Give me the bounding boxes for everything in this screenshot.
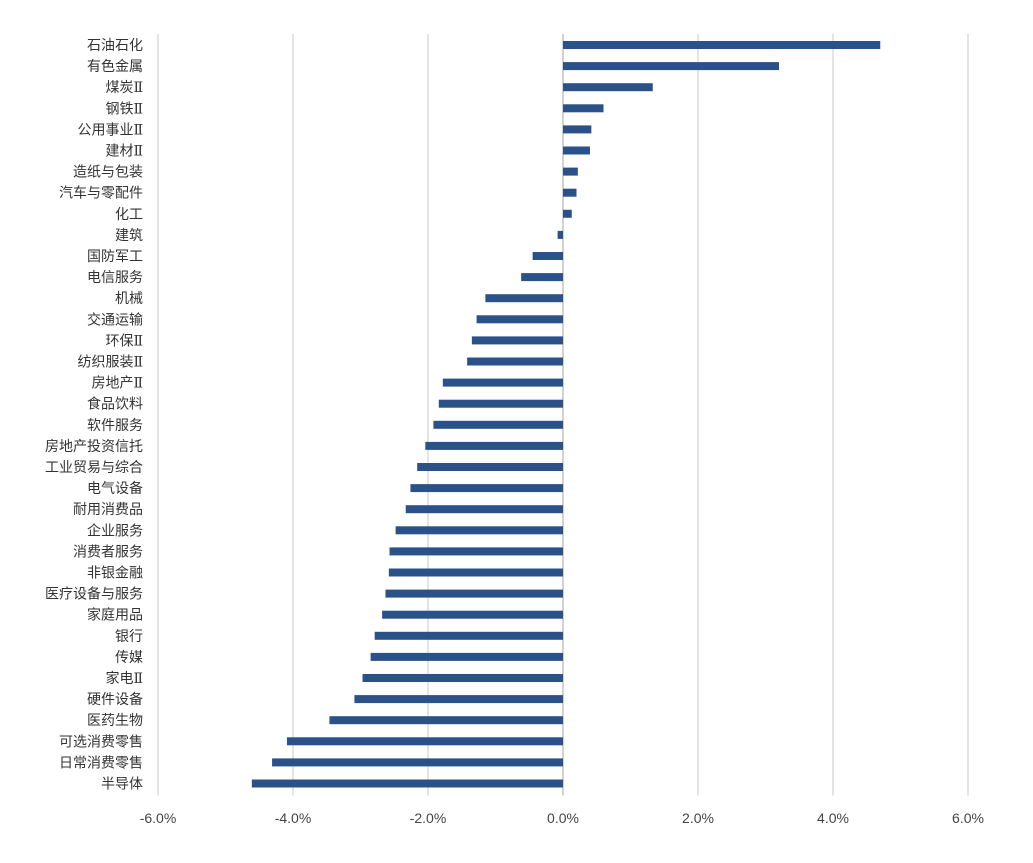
bar <box>272 758 563 767</box>
category-label: 非银金融 <box>87 566 143 582</box>
category-label: 汽车与零配件 <box>59 185 143 202</box>
bar <box>563 83 653 92</box>
bar <box>563 41 881 49</box>
bar <box>362 674 563 682</box>
gridlines <box>157 34 969 796</box>
category-label: 日常消费零售 <box>59 755 143 771</box>
bar <box>374 631 563 640</box>
category-label: 半导体 <box>101 777 143 793</box>
bar <box>417 463 563 471</box>
category-label: 耐用消费品 <box>73 502 143 518</box>
x-tick-label: 6.0% <box>952 810 984 826</box>
category-label: 硬件设备 <box>87 691 143 708</box>
category-label: 传媒 <box>115 650 143 666</box>
category-label: 机械 <box>115 291 143 307</box>
bar <box>557 230 563 239</box>
bar <box>521 273 563 282</box>
bar <box>388 568 563 577</box>
bar <box>389 547 563 556</box>
bar <box>563 209 572 218</box>
bar <box>563 104 604 113</box>
category-label: 石油石化 <box>87 38 143 54</box>
bar <box>442 378 563 387</box>
category-label: 软件服务 <box>87 418 143 434</box>
x-tick-labels: -6.0% -4.0% -2.0% 0.0% 2.0% 4.0% 6.0% <box>140 810 984 826</box>
category-label: 纺织服装Ⅱ <box>77 355 143 371</box>
bar <box>385 589 563 598</box>
category-label: 医药生物 <box>87 713 143 729</box>
category-label: 房地产投资信托 <box>45 439 143 455</box>
category-label: 电气设备 <box>87 480 143 497</box>
bar <box>354 695 563 704</box>
category-label: 造纸与包装 <box>73 165 143 181</box>
bar <box>329 716 563 725</box>
category-label: 家庭用品 <box>87 607 143 624</box>
bar <box>476 315 563 324</box>
bar <box>438 399 563 408</box>
x-tick-label: -4.0% <box>275 810 312 826</box>
x-tick-label: -6.0% <box>140 810 177 826</box>
bar <box>410 484 563 493</box>
bar <box>471 336 563 345</box>
category-label: 公用事业Ⅱ <box>77 122 143 138</box>
category-label: 环保Ⅱ <box>105 333 143 349</box>
category-label: 医疗设备与服务 <box>45 586 143 603</box>
category-label: 食品饮料 <box>87 396 143 413</box>
category-label: 房地产Ⅱ <box>91 376 143 392</box>
category-label: 电信服务 <box>87 270 143 286</box>
bar <box>563 125 592 134</box>
category-label: 建材Ⅱ <box>105 144 143 160</box>
bar <box>382 610 563 619</box>
category-label: 企业服务 <box>87 522 143 539</box>
category-label: 银行 <box>115 629 143 645</box>
x-tick-label: 4.0% <box>817 810 849 826</box>
category-label: 煤炭Ⅱ <box>105 80 143 96</box>
bar <box>563 146 590 155</box>
category-label: 建筑 <box>115 228 143 244</box>
bar <box>563 188 577 197</box>
bar <box>251 779 563 788</box>
bar <box>485 294 563 303</box>
category-label: 消费者服务 <box>73 544 143 560</box>
category-label: 国防军工 <box>87 249 143 265</box>
category-label: 有色金属 <box>87 58 143 75</box>
x-tick-label: -2.0% <box>410 810 447 826</box>
bars <box>251 41 881 788</box>
bar <box>433 420 563 429</box>
bar <box>405 505 563 514</box>
category-label: 家电Ⅱ <box>105 670 143 687</box>
bar <box>370 652 563 661</box>
bar <box>563 62 779 71</box>
category-label: 钢铁Ⅱ <box>105 101 143 117</box>
category-label: 可选消费零售 <box>59 734 143 750</box>
category-label: 工业贸易与综合 <box>45 460 143 476</box>
bar <box>395 526 563 535</box>
bar <box>532 252 563 260</box>
x-tick-label: 2.0% <box>682 810 714 826</box>
x-tick-label: 0.0% <box>547 810 579 826</box>
bar <box>425 441 563 450</box>
category-label: 化工 <box>115 207 143 223</box>
bar <box>286 737 563 746</box>
bar <box>563 167 578 176</box>
category-label: 交通运输 <box>87 311 143 328</box>
bar <box>467 357 563 366</box>
